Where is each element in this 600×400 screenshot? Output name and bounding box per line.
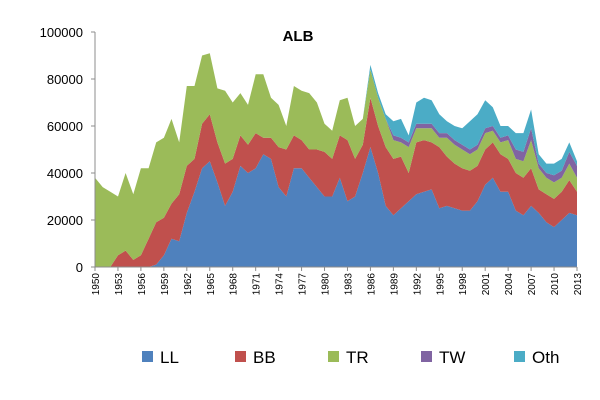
x-tick-label: 1962 (183, 273, 194, 296)
axes (94, 32, 577, 268)
x-tick-label: 1974 (275, 273, 286, 296)
x-axis-ticks: 1950 1953 1956 1959 1962 1965 1968 1971 1974 1977… (91, 267, 584, 295)
y-axis-ticks: 0 20000 40000 60000 80000 100000 (40, 25, 95, 275)
x-tick-label: 1998 (458, 273, 469, 296)
legend: LL BB TR TW Oth (142, 348, 559, 367)
y-tick-label: 40000 (47, 166, 83, 181)
area-bb (95, 97, 577, 267)
y-tick-label: 20000 (47, 213, 83, 228)
x-tick-label: 1953 (114, 273, 125, 296)
x-tick-label: 1977 (298, 273, 309, 296)
x-tick-label: 2007 (527, 273, 538, 296)
legend-swatch-tw (421, 351, 432, 362)
legend-label-tr: TR (346, 348, 369, 367)
x-tick-label: 1968 (229, 273, 240, 296)
x-tick-label: 2001 (481, 273, 492, 296)
y-tick-label: 60000 (47, 119, 83, 134)
area-ll (95, 147, 577, 267)
legend-label-bb: BB (253, 348, 276, 367)
legend-swatch-oth (514, 351, 525, 362)
legend-swatch-bb (235, 351, 246, 362)
series-areas (95, 53, 577, 268)
x-tick-label: 1959 (160, 273, 171, 296)
x-tick-label: 1992 (412, 273, 423, 296)
area-tr (95, 53, 577, 268)
x-tick-label: 1989 (389, 273, 400, 296)
legend-swatch-ll (142, 351, 153, 362)
x-tick-label: 1956 (137, 273, 148, 296)
x-tick-label: 1995 (435, 273, 446, 296)
x-tick-label: 1965 (206, 273, 217, 296)
legend-swatch-tr (328, 351, 339, 362)
y-tick-label: 100000 (40, 25, 83, 40)
legend-label-ll: LL (160, 348, 179, 367)
x-tick-label: 1983 (343, 273, 354, 296)
legend-label-tw: TW (439, 348, 465, 367)
x-tick-label: 1950 (91, 273, 102, 296)
y-tick-label: 0 (76, 260, 83, 275)
x-tick-label: 2004 (504, 273, 515, 296)
x-tick-label: 1971 (252, 273, 263, 296)
x-tick-label: 2013 (573, 273, 584, 296)
x-tick-label: 2010 (550, 273, 561, 296)
legend-label-oth: Oth (532, 348, 559, 367)
x-tick-label: 1986 (366, 273, 377, 296)
y-tick-label: 80000 (47, 72, 83, 87)
chart-title: ALB (283, 28, 314, 45)
x-tick-label: 1980 (321, 273, 332, 296)
area-oth (95, 53, 577, 197)
